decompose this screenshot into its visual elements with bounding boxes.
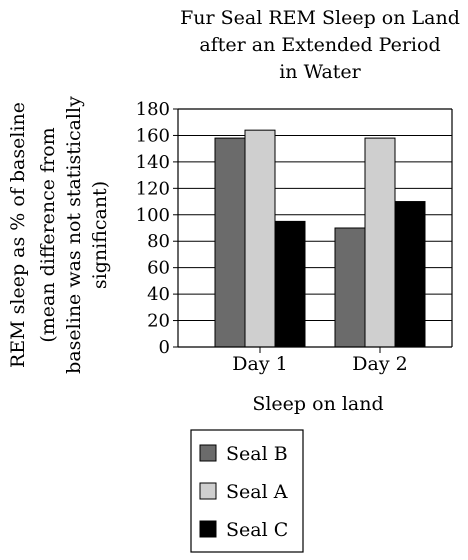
x-tick-labels: Day 1 Day 2 — [232, 353, 407, 375]
y-axis-label-line: significant) — [89, 181, 111, 289]
bar-seal-a-day-1 — [244, 129, 276, 348]
chart-title-line: after an Extended Period — [199, 34, 440, 56]
bar-seal-c-day-2 — [394, 201, 426, 348]
y-tick-label: 160 — [136, 125, 170, 146]
y-tick-label: 60 — [147, 258, 170, 279]
legend-swatch — [199, 444, 217, 462]
bars — [214, 129, 426, 348]
y-axis-label-line: baseline was not statistically — [63, 96, 85, 374]
y-tick-label: 0 — [159, 337, 170, 358]
y-tick-label: 100 — [136, 205, 170, 226]
y-tick-labels: 0 20 40 60 80 100 120 140 160 180 — [136, 99, 170, 358]
x-axis-label: Sleep on land — [252, 393, 383, 415]
legend: Seal B Seal A Seal C — [190, 429, 304, 553]
axes — [173, 108, 453, 353]
y-tick-label: 20 — [147, 311, 170, 332]
y-axis-label: REM sleep as % of baseline (mean differen… — [7, 96, 111, 374]
legend-swatch — [199, 482, 217, 500]
legend-label: Seal C — [226, 519, 288, 541]
chart-title-line: in Water — [279, 61, 361, 83]
y-tick-label: 140 — [136, 152, 170, 173]
bar-seal-b-day-2 — [334, 227, 366, 348]
x-tick-label: Day 1 — [232, 353, 287, 375]
legend-label: Seal B — [226, 443, 288, 465]
y-tick-label: 120 — [136, 178, 170, 199]
chart-title: Fur Seal REM Sleep on Land after an Exten… — [180, 7, 460, 83]
legend-label: Seal A — [226, 481, 288, 503]
y-axis-label-line: REM sleep as % of baseline — [7, 102, 29, 368]
y-axis-label-line: (mean difference from — [37, 127, 59, 342]
x-tick-label: Day 2 — [352, 353, 407, 375]
y-tick-label: 80 — [147, 231, 170, 252]
legend-swatch — [199, 520, 217, 538]
bar-seal-c-day-1 — [274, 220, 306, 348]
y-tick-label: 40 — [147, 284, 170, 305]
bar-seal-a-day-2 — [364, 137, 396, 348]
chart-title-line: Fur Seal REM Sleep on Land — [180, 7, 460, 29]
bar-seal-b-day-1 — [214, 137, 246, 348]
y-tick-label: 180 — [136, 99, 170, 120]
